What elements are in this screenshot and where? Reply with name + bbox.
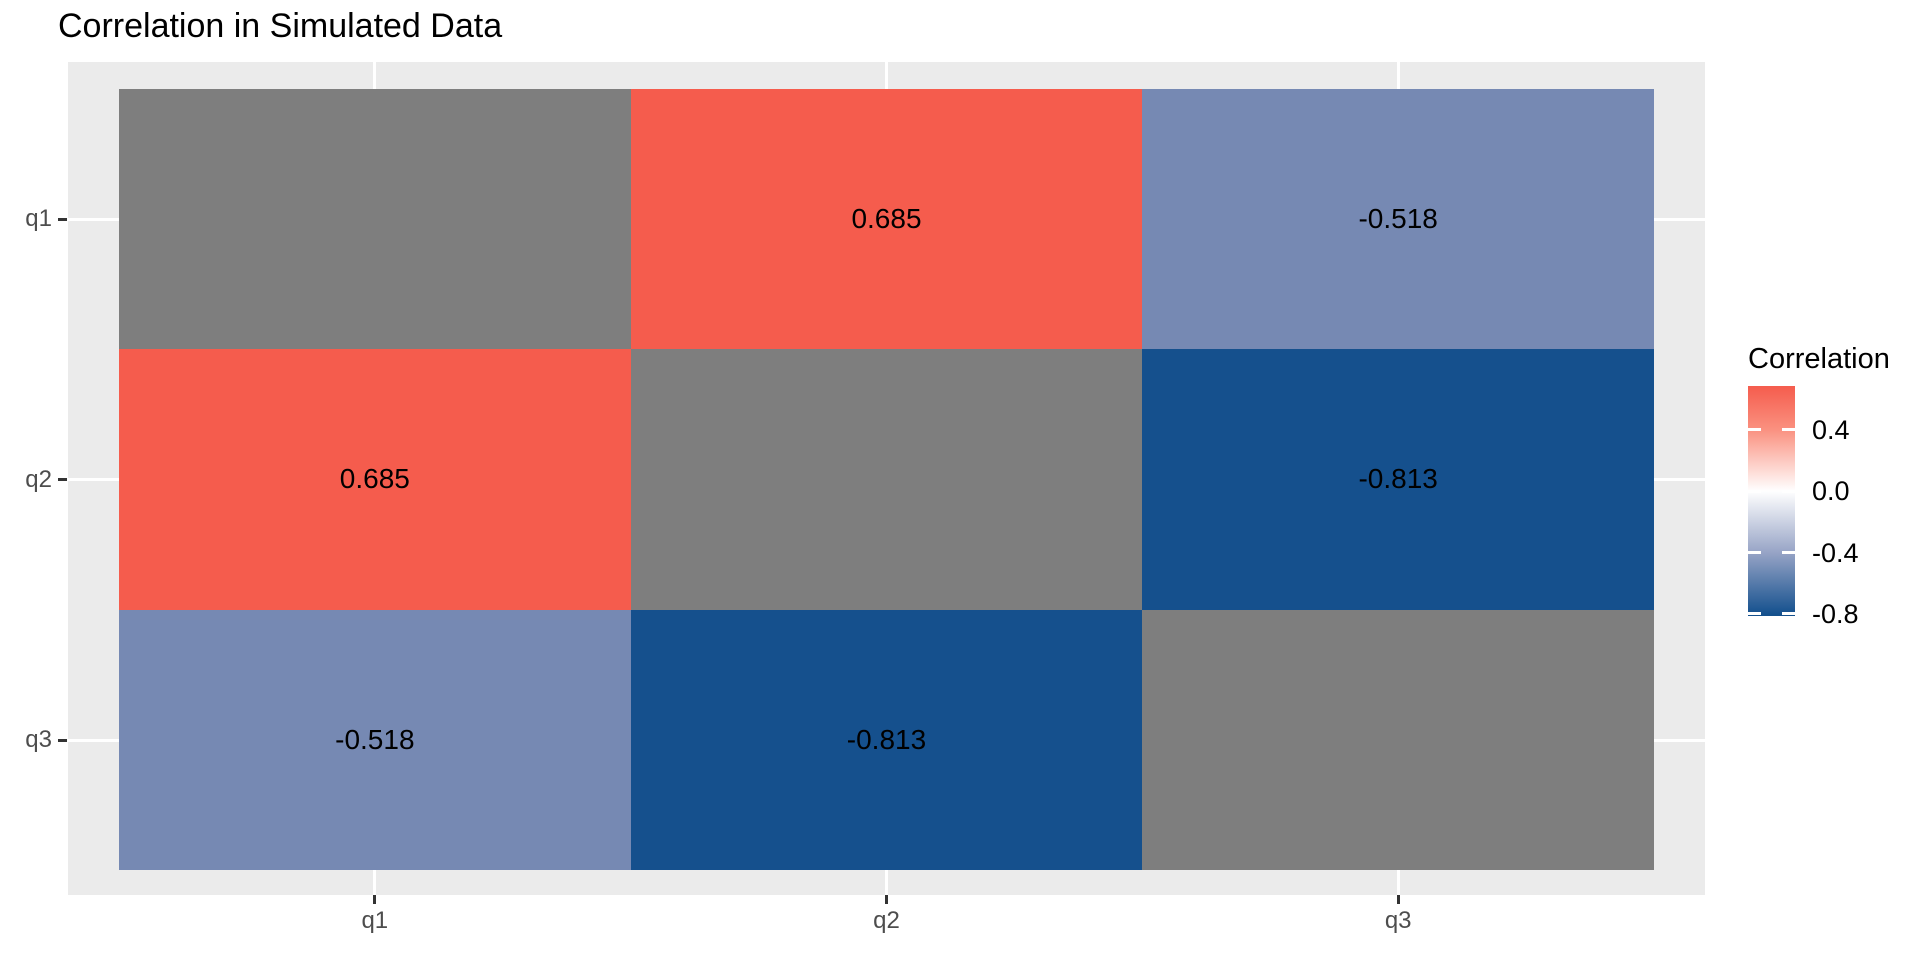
x-axis-label: q2 xyxy=(873,907,900,934)
y-axis-tick xyxy=(58,738,67,742)
cell-value: 0.685 xyxy=(851,203,922,235)
legend-tick-label: 0.4 xyxy=(1812,415,1850,445)
legend-tick-label: -0.8 xyxy=(1812,599,1859,629)
legend-tick-label: -0.4 xyxy=(1812,538,1859,568)
heatmap-cell: 0.685 xyxy=(119,349,631,610)
legend-tick-mark xyxy=(1782,611,1795,615)
legend-tick-mark xyxy=(1782,551,1795,554)
heatmap-cell: -0.518 xyxy=(1142,89,1654,350)
y-axis-label: q3 xyxy=(25,726,52,753)
legend-tick-mark xyxy=(1748,489,1761,493)
heatmap-cell xyxy=(630,349,1143,610)
legend-tick-label: 0.0 xyxy=(1812,476,1850,506)
legend-tick-mark xyxy=(1782,428,1795,432)
y-axis-label: q2 xyxy=(25,465,52,493)
cell-value: 0.685 xyxy=(339,463,410,495)
heatmap-grid: 0.685 -0.518 0.685 -0.813 -0.518 -0.813 xyxy=(119,89,1654,870)
legend-gradient-bar xyxy=(1748,386,1795,616)
plot-panel: 0.685 -0.518 0.685 -0.813 -0.518 -0.813 xyxy=(68,62,1705,895)
x-axis-label: q3 xyxy=(1384,907,1412,934)
heatmap-cell: 0.685 xyxy=(630,89,1143,350)
legend-tick-mark xyxy=(1748,428,1761,432)
chart-title: Correlation in Simulated Data xyxy=(58,7,503,45)
legend-title: Correlation xyxy=(1748,343,1890,375)
heatmap-cell xyxy=(1142,609,1654,870)
heatmap-cell: -0.518 xyxy=(119,609,631,870)
cell-value: -0.813 xyxy=(846,723,927,755)
legend-tick-mark xyxy=(1782,489,1795,493)
x-axis-tick xyxy=(885,895,888,904)
y-axis-tick xyxy=(58,217,67,221)
cell-value: -0.813 xyxy=(1358,463,1438,495)
cell-value: -0.518 xyxy=(1358,203,1438,235)
y-axis-label: q1 xyxy=(25,205,52,232)
legend-tick-mark xyxy=(1748,611,1761,615)
heatmap-cell xyxy=(119,89,631,350)
heatmap-cell: -0.813 xyxy=(630,609,1143,870)
y-axis-tick xyxy=(58,478,67,481)
x-axis-label: q1 xyxy=(361,907,389,934)
cell-value: -0.518 xyxy=(335,723,415,755)
x-axis-tick xyxy=(1396,895,1400,904)
x-axis-tick xyxy=(373,895,377,904)
legend-tick-mark xyxy=(1748,551,1761,554)
heatmap-cell: -0.813 xyxy=(1142,349,1654,610)
